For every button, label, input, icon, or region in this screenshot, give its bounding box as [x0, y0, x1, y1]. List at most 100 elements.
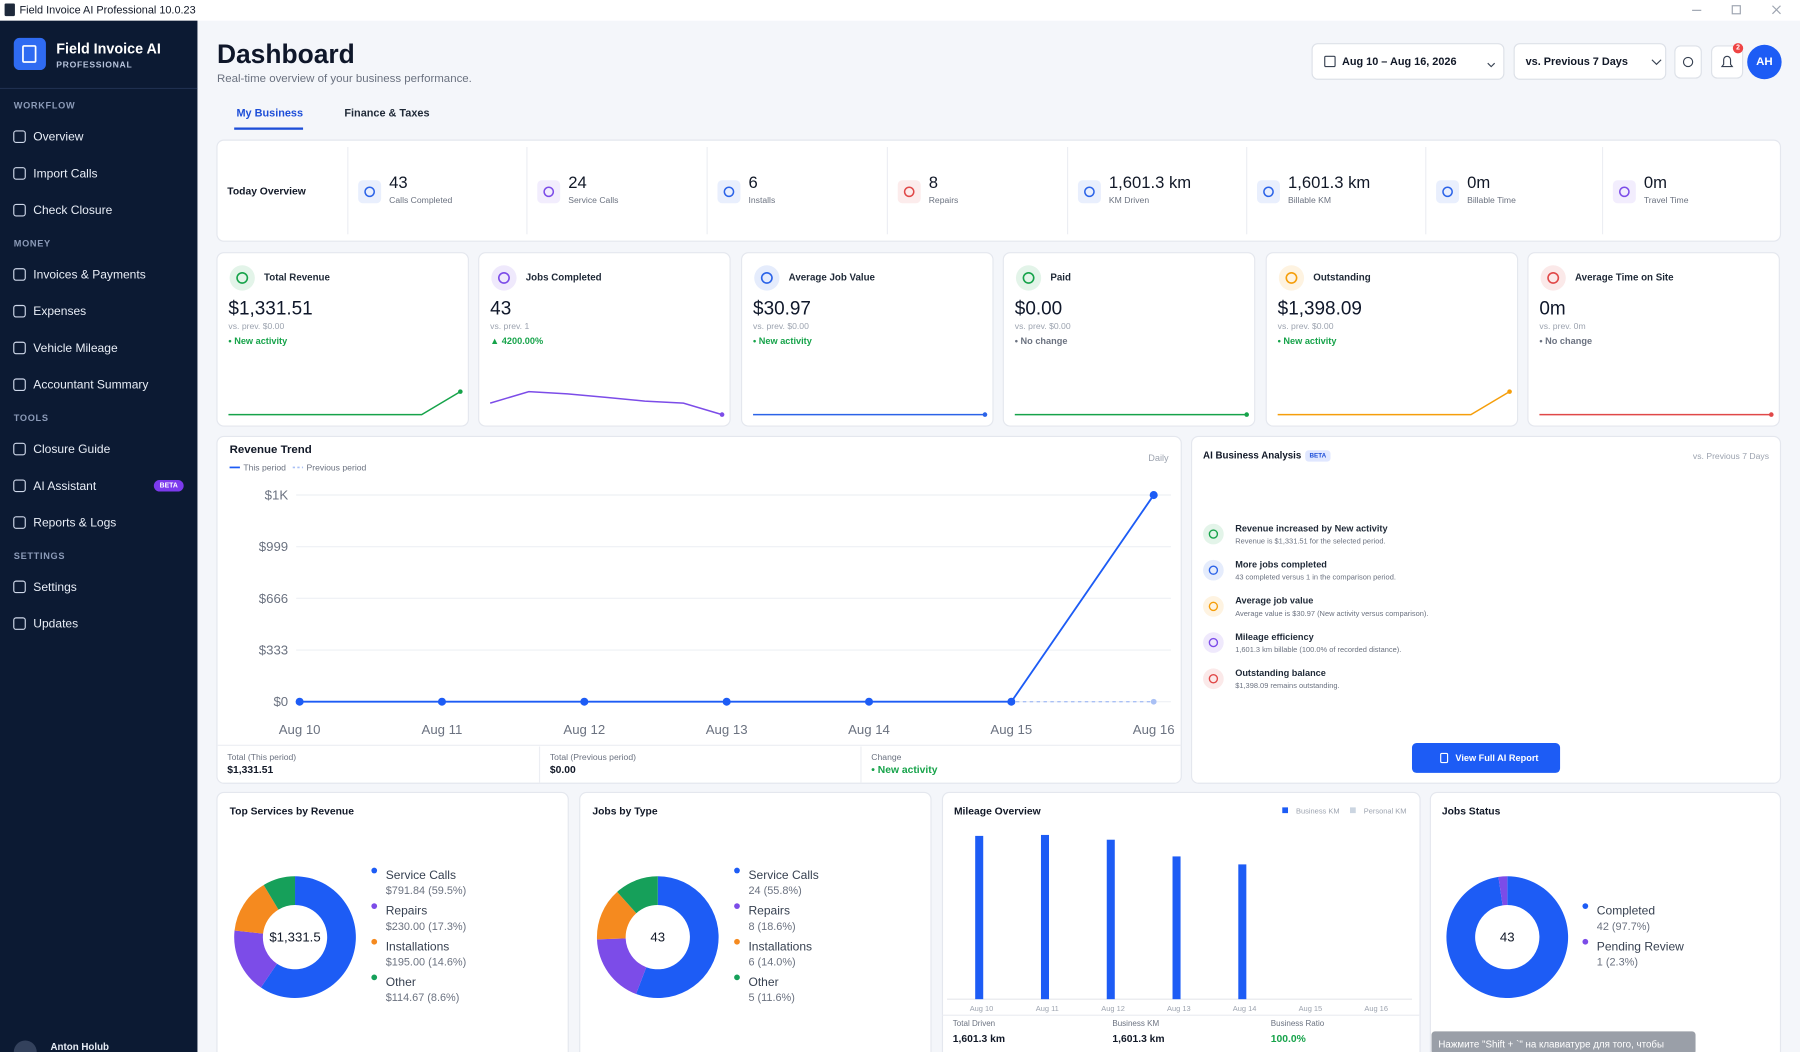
nav-item[interactable]: Import Calls: [33, 166, 97, 180]
nav-icon: [13, 378, 26, 392]
legend-dot: [1582, 903, 1589, 910]
insight-icon-bg: [1203, 668, 1224, 690]
mileage-bar: [1238, 864, 1247, 1000]
footer-value: 1,601.3 km: [1112, 1034, 1164, 1045]
nav-section-heading: WORKFLOW: [14, 101, 76, 111]
legend-name: Pending Review: [1597, 939, 1684, 953]
kpi-card: [478, 252, 731, 427]
nav-item[interactable]: Expenses: [33, 304, 86, 318]
nav-item[interactable]: Overview: [33, 130, 83, 144]
legend-entry: Business KM: [1296, 806, 1339, 815]
legend-value: $230.00 (17.3%): [386, 921, 467, 933]
kpi-previous: vs. prev. $0.00: [228, 321, 284, 331]
bell-icon: [1720, 55, 1734, 68]
donut-segment: [234, 930, 278, 988]
x-tick-label: Aug 15: [990, 722, 1032, 737]
donut-segment: [596, 891, 637, 940]
nav-icon: [13, 479, 26, 493]
kpi-icon-bg: [1540, 265, 1566, 291]
card-title: Jobs by Type: [592, 806, 657, 817]
donut-segment: [636, 876, 719, 999]
series-point: [864, 697, 874, 706]
nav-item[interactable]: Closure Guide: [33, 442, 110, 456]
window-title: Field Invoice AI Professional 10.0.23: [20, 4, 196, 16]
nav-item[interactable]: Invoices & Payments: [33, 267, 145, 281]
compare-select[interactable]: [1513, 43, 1667, 80]
nav-icon: [13, 516, 26, 529]
mileage-bar: [975, 835, 984, 1000]
sparkline-end-dot: [982, 412, 988, 417]
stat-value: 6: [748, 173, 757, 192]
legend-dot: [734, 938, 740, 945]
insight-text: $1,398.09 remains outstanding.: [1235, 681, 1339, 690]
legend-swatch: [1282, 807, 1289, 814]
title-bar: [0, 0, 1800, 21]
x-tick-label: Aug 11: [422, 722, 463, 737]
notification-badge: [1732, 43, 1744, 54]
nav-icon: [13, 442, 26, 456]
kpi-value: $1,398.09: [1278, 298, 1362, 319]
stat-label: Repairs: [929, 195, 959, 205]
insight-icon-bg: [1203, 632, 1224, 653]
kpi-card: [1527, 252, 1780, 427]
kpi-change: • No change: [1015, 336, 1068, 346]
date-range-picker[interactable]: [1311, 43, 1505, 80]
tab[interactable]: My Business: [236, 108, 303, 120]
nav-badge: [153, 480, 184, 492]
page-title: Dashboard: [217, 39, 355, 69]
legend-entry: This period: [243, 462, 286, 472]
view-report-button[interactable]: [1411, 743, 1561, 773]
card-title: Mileage Overview: [954, 806, 1042, 817]
kpi-previous: vs. prev. $0.00: [753, 321, 809, 331]
nav-item[interactable]: Accountant Summary: [33, 378, 148, 392]
tab[interactable]: Finance & Taxes: [344, 108, 429, 120]
nav-section-heading: MONEY: [14, 238, 51, 248]
stat-icon-bg: [1257, 180, 1280, 204]
stat-icon: [1263, 186, 1274, 198]
donut-segment: [596, 938, 647, 995]
legend-value: $791.84 (59.5%): [386, 885, 467, 897]
calendar-icon: [1324, 55, 1336, 68]
kpi-sparkline: [489, 390, 723, 416]
nav-section-heading: SETTINGS: [14, 551, 65, 561]
kpi-label: Jobs Completed: [526, 272, 602, 283]
notifications-button[interactable]: [1711, 45, 1744, 79]
insight-icon-bg: [1203, 559, 1224, 581]
legend-name: Completed: [1597, 904, 1655, 918]
frequency-label: Daily: [1148, 453, 1169, 463]
sparkline-end-dot: [1507, 389, 1512, 394]
insight-text: Average value is $30.97 (New activity ve…: [1235, 609, 1428, 618]
refresh-icon: [1682, 56, 1694, 68]
stat-icon: [1619, 186, 1630, 198]
refresh-button[interactable]: [1674, 45, 1702, 79]
stat-value: 1,601.3 km: [1288, 173, 1370, 192]
stat-icon-bg: [1612, 180, 1636, 204]
app-icon: [4, 3, 15, 17]
nav-icon: [13, 203, 26, 217]
nav-item[interactable]: AI Assistant: [33, 479, 97, 493]
x-tick-label: Aug 16: [1133, 722, 1175, 737]
nav-item[interactable]: Check Closure: [33, 203, 112, 217]
legend-name: Other: [748, 975, 778, 989]
legend-value: 42 (97.7%): [1597, 921, 1650, 933]
ai-analysis-card: [1191, 435, 1782, 784]
sidebar: [0, 20, 198, 1052]
insight-icon: [1208, 637, 1219, 648]
kpi-value: 43: [490, 298, 511, 319]
nav-item[interactable]: Updates: [33, 617, 78, 631]
kpi-icon: [1547, 271, 1560, 284]
dropdown-chevron: [1487, 62, 1496, 68]
series-point: [722, 697, 731, 706]
nav-item[interactable]: Vehicle Mileage: [33, 341, 118, 355]
legend-value: 1 (2.3%): [1597, 956, 1638, 968]
x-tick-label: Aug 16: [1364, 1004, 1388, 1013]
donut-segment: [263, 876, 296, 910]
nav-item[interactable]: Reports & Logs: [33, 516, 116, 530]
insight-icon-bg: [1203, 523, 1224, 545]
nav-item[interactable]: Settings: [33, 580, 77, 594]
legend-entry: Previous period: [307, 462, 367, 472]
stat-label: Billable KM: [1288, 195, 1331, 205]
user-avatar-button[interactable]: [1747, 44, 1782, 80]
notification-count: 2: [1736, 45, 1740, 52]
